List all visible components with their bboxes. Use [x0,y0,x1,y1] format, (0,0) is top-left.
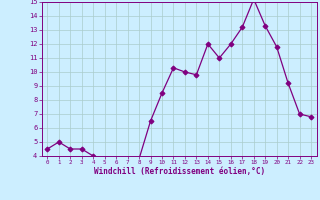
X-axis label: Windchill (Refroidissement éolien,°C): Windchill (Refroidissement éolien,°C) [94,167,265,176]
